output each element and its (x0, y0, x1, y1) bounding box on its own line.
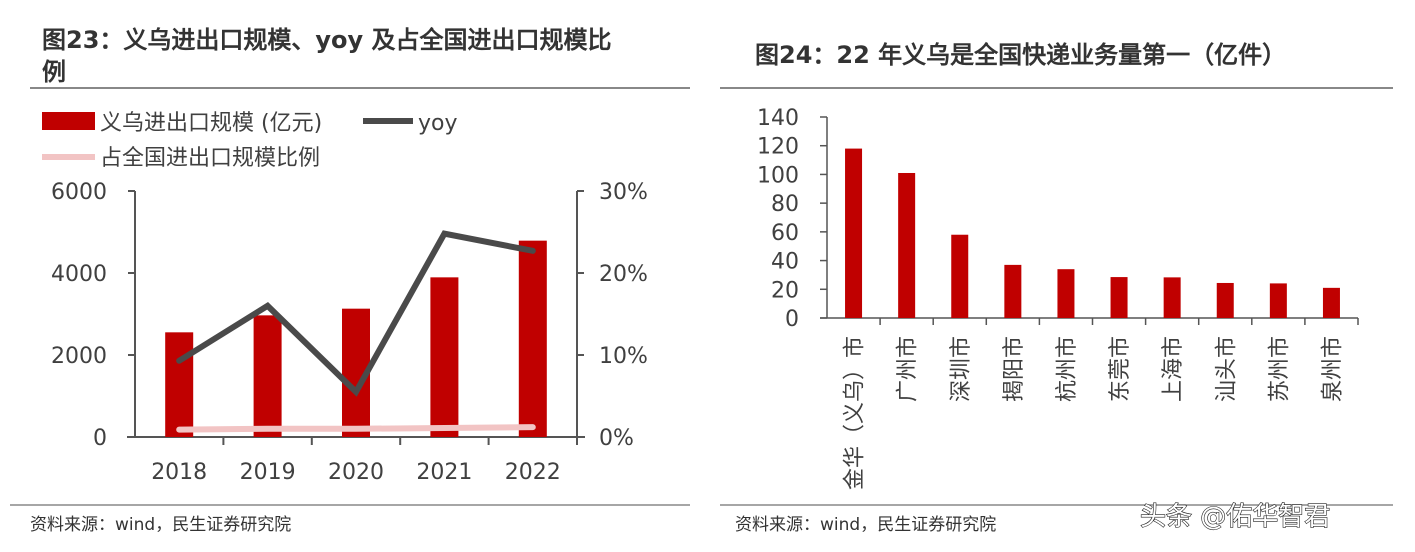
bar-苏州市 (1269, 283, 1287, 318)
y2-tick-label: 0% (599, 426, 634, 451)
y-tick-label: 0 (93, 426, 107, 451)
x-tick-label: 揭阳市 (1002, 336, 1027, 402)
y-tick-label: 20 (771, 278, 799, 303)
chart2-source: 资料来源：wind，民生证券研究院 (735, 515, 996, 535)
bar-杭州市 (1057, 269, 1075, 318)
y-tick-label: 4000 (51, 262, 107, 287)
y-tick-label: 120 (757, 135, 799, 160)
legend-bar-label: 义乌进出口规模 (亿元) (100, 111, 322, 136)
bar-2019 (253, 315, 282, 437)
bar-深圳市 (951, 234, 969, 318)
chart2-title: 图24：22 年义乌是全国快递业务量第一（亿件） (755, 41, 1286, 69)
bar-揭阳市 (1004, 264, 1022, 318)
chart1-title-line2: 例 (42, 58, 66, 86)
y-tick-label: 80 (771, 192, 799, 217)
x-tick-label: 金华（义乌）市 (843, 336, 868, 490)
x-tick-label: 杭州市 (1055, 336, 1080, 402)
x-tick-label: 苏州市 (1267, 336, 1292, 402)
bar-泉州市 (1322, 287, 1340, 318)
chart1-title-line1: 图23：义乌进出口规模、yoy 及占全国进出口规模比 (42, 26, 612, 54)
y2-tick-label: 10% (599, 344, 648, 369)
x-tick-label: 广州市 (896, 336, 921, 402)
chart1-plot: 0 2000 4000 6000 0% 10% 20% 30% 2018 2019 2020 2021… (51, 180, 648, 485)
bar-2021 (430, 277, 459, 437)
y-tick-label: 6000 (51, 180, 107, 205)
x-tick-label: 2022 (505, 460, 561, 485)
bar-汕头市 (1216, 282, 1234, 318)
bar-金华（义乌）市 (845, 148, 863, 318)
y2-tick-label: 30% (599, 180, 648, 205)
watermark: 头条 @佑华智君 (1140, 502, 1330, 532)
legend-share-label: 占全国进出口规模比例 (100, 146, 320, 171)
bar-2018 (165, 332, 194, 437)
y-tick-label: 2000 (51, 344, 107, 369)
y-tick-label: 140 (757, 106, 799, 131)
y2-tick-label: 20% (599, 262, 648, 287)
chart1-source: 资料来源：wind，民生证券研究院 (30, 515, 291, 535)
chart2-plot: 0 20 40 60 80 100 120 140 金华（义乌）市 广州市 深圳市 揭阳市 杭州市 东莞市… (757, 106, 1359, 490)
share-line (176, 424, 536, 433)
y-tick-label: 0 (785, 307, 799, 332)
x-tick-label: 2019 (240, 460, 296, 485)
bar-上海市 (1163, 277, 1181, 318)
x-tick-label: 东莞市 (1108, 336, 1133, 402)
legend-yoy-label: yoy (418, 111, 458, 136)
x-tick-label: 2020 (328, 460, 384, 485)
y-tick-label: 100 (757, 163, 799, 188)
y-tick-label: 40 (771, 250, 799, 275)
x-tick-label: 汕头市 (1214, 336, 1239, 402)
bar-广州市 (898, 172, 916, 318)
x-tick-label: 深圳市 (949, 336, 974, 402)
x-tick-label: 泉州市 (1320, 336, 1345, 402)
bar-2022 (518, 240, 547, 437)
x-tick-label: 上海市 (1161, 336, 1186, 402)
legend-bar-swatch (42, 112, 95, 130)
y-tick-label: 60 (771, 221, 799, 246)
x-tick-label: 2021 (416, 460, 472, 485)
bar-东莞市 (1110, 277, 1128, 318)
x-tick-label: 2018 (151, 460, 207, 485)
